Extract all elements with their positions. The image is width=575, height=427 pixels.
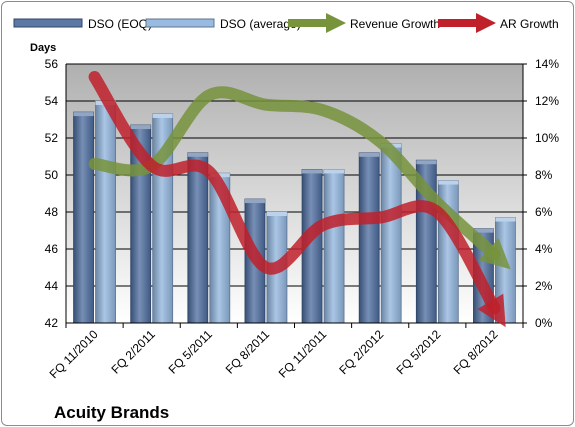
y2-tick-label: 4% [535,242,553,256]
line-point [493,307,496,310]
line-point [379,216,382,219]
bar-top-highlight [73,112,94,117]
plot-area: 42 44 46 48 50 52 54 56 0% 2% 4% 6% 8% 10% 12% 14% FQ 11… [45,57,560,381]
x-tick-label: FQ 5/2012 [393,327,443,377]
y-tick-label: 54 [45,94,59,108]
legend: DSO (EOQ) DSO (average) Revenue Growth AR G… [13,13,559,33]
bar-dso-eoq [187,152,209,324]
legend-arrow-head [476,13,496,33]
legend-label: AR Growth [500,17,559,31]
legend-label: Revenue Growth [350,17,440,31]
y2-tick-label: 8% [535,168,553,182]
bar-top-highlight [324,169,345,174]
ar-growth-line [88,70,506,328]
y2-tick-label: 12% [535,94,559,108]
y2-tick-label: 14% [535,57,559,71]
legend-label: DSO (average) [220,17,301,31]
legend-item-dso-average: DSO (average) [145,17,301,31]
bar-dso-average [323,169,345,324]
legend-item-revenue-growth: Revenue Growth [288,13,440,33]
company-name: Acuity Brands [54,403,169,422]
line-point [436,201,439,204]
x-tick-label: FQ 11/2010 [47,327,101,381]
y-tick-label: 56 [45,57,59,71]
bar-dso-average [95,100,116,324]
bar-top-highlight [130,125,151,130]
x-tick-label: FQ 11/2011 [276,327,330,381]
legend-item-ar-growth: AR Growth [438,13,559,33]
bar-top-highlight [359,152,380,157]
line-point [207,170,210,173]
bar-top-highlight [302,169,323,174]
line-point [93,75,96,78]
bar-top-highlight [244,199,265,204]
bar-dso-eoq [358,152,380,324]
y2-tick-label: 10% [535,131,559,145]
bar-top-highlight [187,152,208,157]
x-tick-label: FQ 8/2012 [451,327,501,377]
y2-tick-label: 2% [535,279,553,293]
line-point [264,103,267,106]
y-tick-label: 48 [45,205,59,219]
line-point [379,140,382,143]
legend-label: DSO (EOQ) [88,17,152,31]
y2-tick-label: 0% [535,316,553,330]
x-tick-label: FQ 8/2011 [223,327,273,377]
line-point [436,211,439,214]
y-tick-label: 50 [45,168,59,182]
bar-top-highlight [473,228,494,233]
legend-item-dso-eoq: DSO (EOQ) [13,17,152,31]
y-tick-label: 44 [45,279,59,293]
y-tick-label: 52 [45,131,59,145]
y-axis-title: Days [30,42,56,54]
y-tick-label: 42 [45,316,59,330]
line-point [207,94,210,97]
legend-arrow-head [326,13,346,33]
bar-top-highlight [416,160,437,165]
bar-top-highlight [495,217,516,222]
x-tick-label: FQ 2/2012 [336,327,386,377]
bar-top-highlight [438,180,459,185]
line-point [322,109,325,112]
y-tick-label: 46 [45,242,59,256]
line-point [264,266,267,269]
legend-swatch [13,18,83,28]
bar-dso-eoq [73,111,94,324]
bar-top-highlight [152,113,173,118]
bar-dso-average [380,143,402,324]
legend-swatch [145,18,215,28]
revenue-growth-line [88,86,511,270]
line-point [322,223,325,226]
y2-tick-label: 6% [535,205,553,219]
x-tick-label: FQ 5/2011 [166,327,216,377]
line-point [493,253,496,256]
bar-top-highlight [266,212,287,216]
line-point [150,164,153,167]
x-tick-label: FQ 2/2011 [108,327,158,377]
line-point [93,162,96,165]
